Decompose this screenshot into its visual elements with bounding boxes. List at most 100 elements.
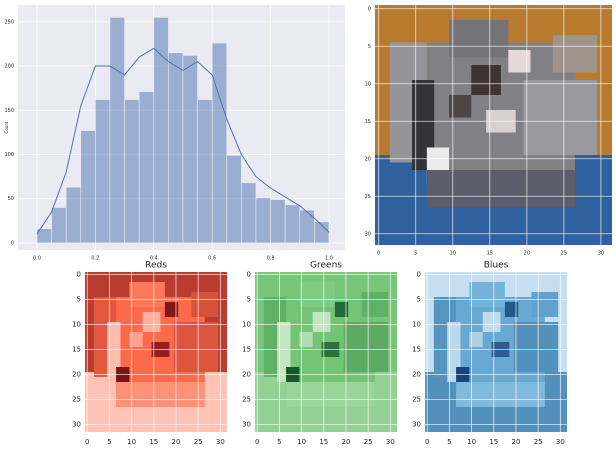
heatmap-region: [514, 322, 558, 372]
bar: [285, 205, 300, 243]
x-tick-label: 0.0: [33, 256, 41, 262]
bar: [212, 43, 227, 243]
heatmap-region: [143, 312, 161, 332]
bar: [95, 100, 110, 243]
y-tick-label: 25: [365, 194, 371, 200]
x-tick-label: 30: [216, 438, 225, 446]
x-tick-label: 0: [255, 438, 259, 446]
y-tick-label: 10: [72, 321, 81, 329]
bar: [125, 100, 140, 243]
x-tick-label: 20: [512, 438, 521, 446]
heatmap-region: [192, 292, 219, 317]
y-tick-label: 20: [365, 156, 371, 162]
picture-region: [553, 35, 597, 73]
y-tick-label: 0: [247, 271, 251, 279]
heatmap-picture: [425, 272, 567, 432]
y-tick-label: 0: [368, 6, 371, 12]
heatmap-region: [362, 292, 389, 317]
bar: [81, 131, 96, 243]
bar: [110, 17, 125, 243]
y-tick-label: 0: [11, 240, 14, 246]
x-tick-label: 0: [425, 438, 429, 446]
x-tick-label: 10: [127, 438, 136, 446]
y-tick-label: 15: [412, 346, 421, 354]
y-tick-label: 30: [242, 421, 251, 429]
x-tick-label: 5: [107, 438, 111, 446]
x-tick-label: 25: [534, 438, 543, 446]
heatmap-region: [129, 282, 165, 307]
x-tick-label: 0.2: [91, 256, 99, 262]
x-tick-label: 15: [489, 438, 498, 446]
x-tick-label: 30: [598, 251, 604, 257]
x-tick-label: 0: [377, 251, 380, 257]
y-tick-label: 15: [242, 346, 251, 354]
x-tick-label: 15: [319, 438, 328, 446]
y-tick-label: 20: [242, 371, 251, 379]
y-tick-label: 30: [412, 421, 421, 429]
x-tick-label: 10: [467, 438, 476, 446]
bar: [52, 208, 67, 243]
x-tick-label: 15: [149, 438, 158, 446]
y-tick-label: 50: [8, 196, 14, 202]
y-tick-label: 15: [72, 346, 81, 354]
bar: [300, 210, 315, 243]
panel-title: Greens: [310, 261, 342, 271]
x-tick-label: 30: [386, 438, 395, 446]
y-tick-label: 25: [242, 396, 251, 404]
x-tick-label: 5: [277, 438, 281, 446]
y-tick-label: 30: [72, 421, 81, 429]
heatmap-region: [116, 382, 205, 407]
x-tick-label: 25: [194, 438, 203, 446]
picture: [375, 5, 612, 245]
y-axis-label: Count: [4, 121, 9, 133]
y-tick-label: 25: [72, 396, 81, 404]
y-tick-label: 10: [412, 321, 421, 329]
x-tick-label: 20: [524, 251, 530, 257]
y-tick-label: 5: [77, 296, 81, 304]
y-tick-label: 0: [77, 271, 81, 279]
panel-title: Reds: [145, 261, 167, 271]
picture-region: [523, 80, 597, 155]
x-tick-label: 15: [487, 251, 493, 257]
bar: [271, 200, 286, 243]
panel-title: Blues: [484, 261, 509, 271]
heatmap-picture: [85, 272, 227, 432]
heatmap-region: [532, 292, 559, 317]
bar: [241, 183, 256, 243]
picture-region: [427, 170, 575, 208]
bar: [198, 100, 213, 243]
heatmap-region: [313, 312, 331, 332]
x-tick-label: 25: [364, 438, 373, 446]
heatmap-region: [286, 382, 375, 407]
y-tick-label: 5: [368, 44, 371, 50]
x-tick-label: 30: [556, 438, 565, 446]
heatmap-region: [469, 282, 505, 307]
y-tick-label: 10: [242, 321, 251, 329]
x-tick-label: 0.6: [208, 256, 216, 262]
x-tick-label: 5: [447, 438, 451, 446]
heatmap-region: [456, 382, 545, 407]
y-tick-label: 25: [412, 396, 421, 404]
heatmap-region: [344, 322, 388, 372]
heatmap-region: [299, 282, 335, 307]
y-tick-label: 5: [417, 296, 421, 304]
heatmap-region: [483, 312, 501, 332]
bar: [168, 53, 183, 243]
bar: [139, 92, 154, 243]
x-tick-label: 0: [85, 438, 89, 446]
y-tick-label: 30: [365, 231, 371, 237]
y-tick-label: 150: [4, 108, 14, 114]
bar: [66, 187, 81, 243]
bar: [256, 198, 271, 243]
x-tick-label: 25: [561, 251, 567, 257]
y-tick-label: 250: [4, 19, 14, 25]
x-tick-label: 0.8: [267, 256, 275, 262]
figure: 0.00.20.40.60.81.0050100150200250Count05…: [0, 0, 616, 450]
y-tick-label: 100: [4, 152, 14, 158]
heatmap-picture: [255, 272, 397, 432]
y-tick-label: 20: [72, 371, 81, 379]
y-tick-label: 10: [365, 81, 371, 87]
x-tick-label: 5: [414, 251, 417, 257]
y-tick-label: 15: [365, 119, 371, 125]
y-tick-label: 20: [412, 371, 421, 379]
